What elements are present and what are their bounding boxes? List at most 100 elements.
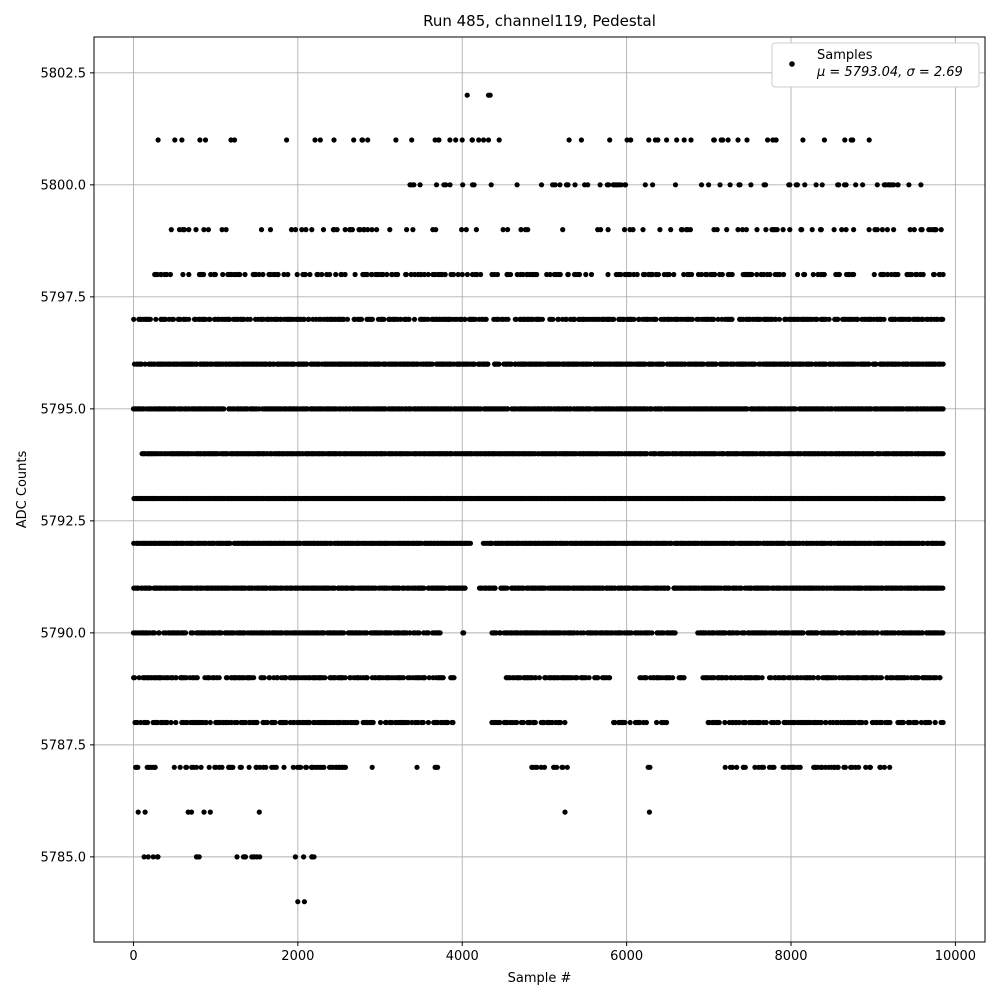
- data-point: [261, 675, 267, 681]
- data-point: [937, 675, 943, 681]
- data-point: [342, 764, 349, 770]
- data-point: [851, 630, 858, 636]
- data-point: [224, 675, 230, 681]
- data-point: [281, 764, 287, 770]
- data-point: [881, 764, 888, 770]
- data-point: [177, 764, 183, 770]
- data-point: [520, 719, 526, 726]
- data-point: [628, 630, 635, 636]
- data-point: [321, 764, 327, 770]
- data-point: [863, 764, 869, 770]
- data-point: [369, 764, 375, 770]
- data-point: [263, 764, 269, 770]
- data-point: [445, 719, 451, 726]
- data-point: [887, 764, 893, 770]
- data-point: [422, 675, 428, 681]
- data-point: [877, 764, 884, 770]
- data-point: [151, 630, 158, 636]
- data-point: [405, 719, 411, 726]
- data-point: [496, 361, 502, 367]
- data-point: [627, 719, 633, 726]
- data-point: [194, 675, 200, 681]
- data-point: [242, 854, 249, 860]
- data-point: [144, 719, 151, 726]
- data-point: [437, 630, 443, 636]
- data-point: [272, 719, 278, 726]
- data-point: [586, 675, 592, 681]
- data-point: [534, 764, 540, 770]
- data-point: [238, 764, 244, 770]
- data-point: [497, 630, 504, 636]
- data-point: [834, 630, 840, 636]
- data-point: [234, 719, 240, 726]
- data-point: [246, 764, 252, 770]
- data-point: [435, 764, 441, 770]
- data-point: [147, 585, 153, 591]
- data-point: [761, 764, 767, 770]
- data-point: [768, 675, 774, 681]
- data-point: [842, 764, 849, 770]
- data-point: [216, 675, 222, 681]
- data-point: [156, 630, 162, 636]
- data-point: [782, 675, 788, 681]
- data-point: [818, 719, 824, 726]
- data-point: [562, 719, 568, 726]
- data-point: [485, 361, 491, 367]
- data-point: [426, 675, 432, 681]
- data-point: [462, 585, 468, 591]
- data-point: [940, 495, 946, 502]
- data-point: [532, 719, 538, 726]
- data-point: [168, 719, 174, 726]
- data-point: [874, 630, 881, 636]
- data-point: [814, 630, 821, 636]
- data-point: [856, 764, 862, 770]
- data-point: [504, 585, 510, 591]
- data-point: [370, 719, 376, 726]
- data-point: [303, 764, 310, 770]
- data-point: [173, 719, 179, 726]
- data-point: [283, 719, 289, 726]
- data-point: [416, 630, 422, 636]
- data-point: [425, 630, 431, 636]
- data-point: [904, 675, 911, 681]
- data-point: [425, 719, 431, 726]
- data-point: [672, 630, 678, 636]
- data-point: [915, 675, 922, 681]
- data-point: [560, 764, 566, 770]
- data-point: [135, 809, 141, 815]
- data-point: [742, 764, 748, 770]
- data-point: [132, 675, 138, 681]
- data-point: [729, 764, 736, 770]
- data-point: [863, 719, 869, 726]
- data-point: [735, 630, 741, 636]
- data-point: [342, 675, 348, 681]
- data-point: [450, 719, 456, 726]
- data-point: [919, 630, 926, 636]
- data-point: [184, 764, 190, 770]
- data-point: [173, 675, 179, 681]
- data-point: [207, 809, 213, 815]
- data-point: [135, 764, 141, 770]
- data-point: [918, 719, 925, 726]
- data-point: [722, 764, 728, 770]
- data-point: [932, 719, 938, 726]
- data-point: [564, 764, 570, 770]
- data-point: [307, 719, 313, 726]
- data-point: [734, 764, 740, 770]
- data-point: [207, 719, 213, 726]
- data-point: [274, 675, 281, 681]
- data-point: [203, 719, 209, 726]
- data-point: [254, 719, 260, 726]
- data-point: [607, 675, 613, 681]
- data-point: [741, 630, 748, 636]
- data-point: [171, 764, 177, 770]
- data-point: [800, 630, 806, 636]
- data-point: [835, 764, 841, 770]
- data-point: [497, 719, 503, 726]
- data-point: [298, 764, 304, 770]
- data-point: [879, 719, 885, 726]
- data-point: [681, 675, 687, 681]
- data-point: [206, 764, 212, 770]
- data-point: [251, 675, 257, 681]
- data-point: [940, 540, 946, 546]
